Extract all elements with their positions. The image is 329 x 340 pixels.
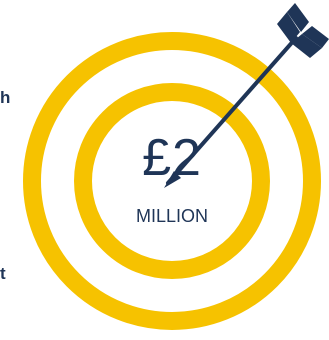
inner-ring [74,83,270,279]
target-unit: MILLION [135,206,209,226]
outer-ring [23,32,321,330]
target-amount: £2 [142,129,202,187]
left-edge-text-bottom: t [0,264,6,283]
arrow-icon [164,3,329,188]
arrow-fletching [277,3,329,58]
left-edge-text-top: h [0,88,11,107]
